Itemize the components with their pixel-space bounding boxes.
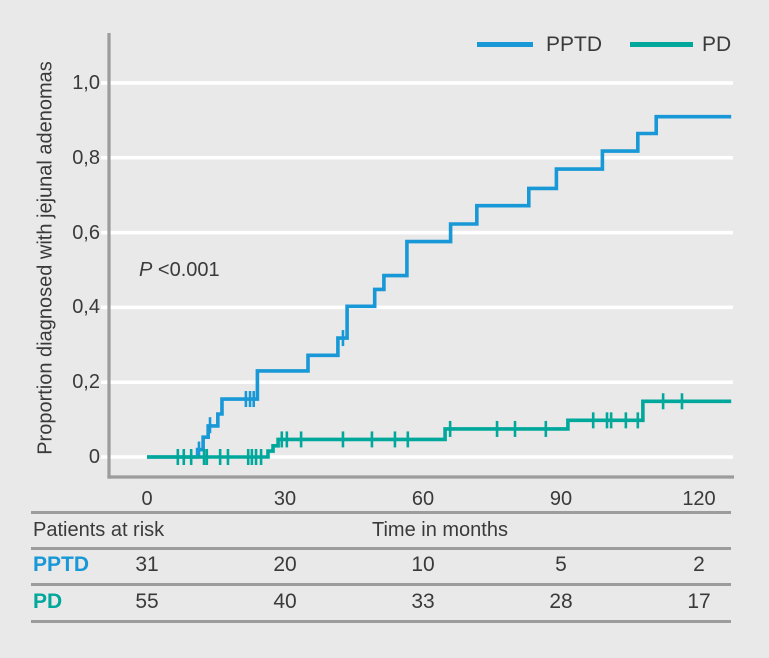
y-tick-label: 0,8 (72, 146, 100, 169)
y-tick-label: 0,2 (72, 371, 100, 394)
legend-line-pd (630, 42, 693, 47)
risk-count-pd: 33 (411, 590, 435, 613)
table-divider (31, 620, 731, 623)
y-tick-label: 0,4 (72, 296, 100, 319)
y-tick-label: 0 (88, 446, 100, 468)
risk-row-label-pptd: PPTD (33, 553, 90, 576)
risk-count-pptd: 5 (555, 553, 567, 576)
p-text: <0.001 (152, 259, 220, 281)
risk-count-pd: 17 (687, 590, 711, 613)
risk-count-pptd: 31 (135, 553, 159, 576)
risk-count-pd: 55 (135, 590, 159, 613)
x-tick-label: 60 (411, 488, 435, 510)
curve-pd (147, 399, 732, 459)
x-tick-label: 90 (549, 488, 573, 510)
table-divider (31, 511, 731, 514)
table-divider (31, 547, 731, 550)
legend-line-pptd (477, 42, 533, 47)
x-tick-label: 0 (141, 488, 153, 510)
y-tick-label: 0,6 (72, 221, 100, 244)
risk-count-pd: 28 (549, 590, 573, 613)
x-axis-title: Time in months (372, 519, 508, 541)
risk-count-pptd: 2 (693, 553, 705, 576)
risk-count-pd: 40 (273, 590, 297, 613)
p-symbol: P (139, 259, 153, 281)
legend-label-pd: PD (702, 33, 732, 56)
curve-pptd (147, 114, 732, 459)
risk-count-pptd: 10 (411, 553, 435, 576)
table-divider (31, 583, 731, 586)
y-tick-label: 1,0 (72, 72, 100, 94)
risk-row-label-pd: PD (33, 590, 63, 613)
risk-table-title: Patients at risk (33, 519, 165, 541)
legend-label-pptd: PPTD (546, 33, 603, 56)
x-tick-label: 30 (273, 488, 297, 510)
risk-count-pptd: 20 (273, 553, 297, 576)
x-tick-label: 120 (682, 488, 716, 510)
p-value-annotation: P <0.001 (139, 259, 220, 282)
